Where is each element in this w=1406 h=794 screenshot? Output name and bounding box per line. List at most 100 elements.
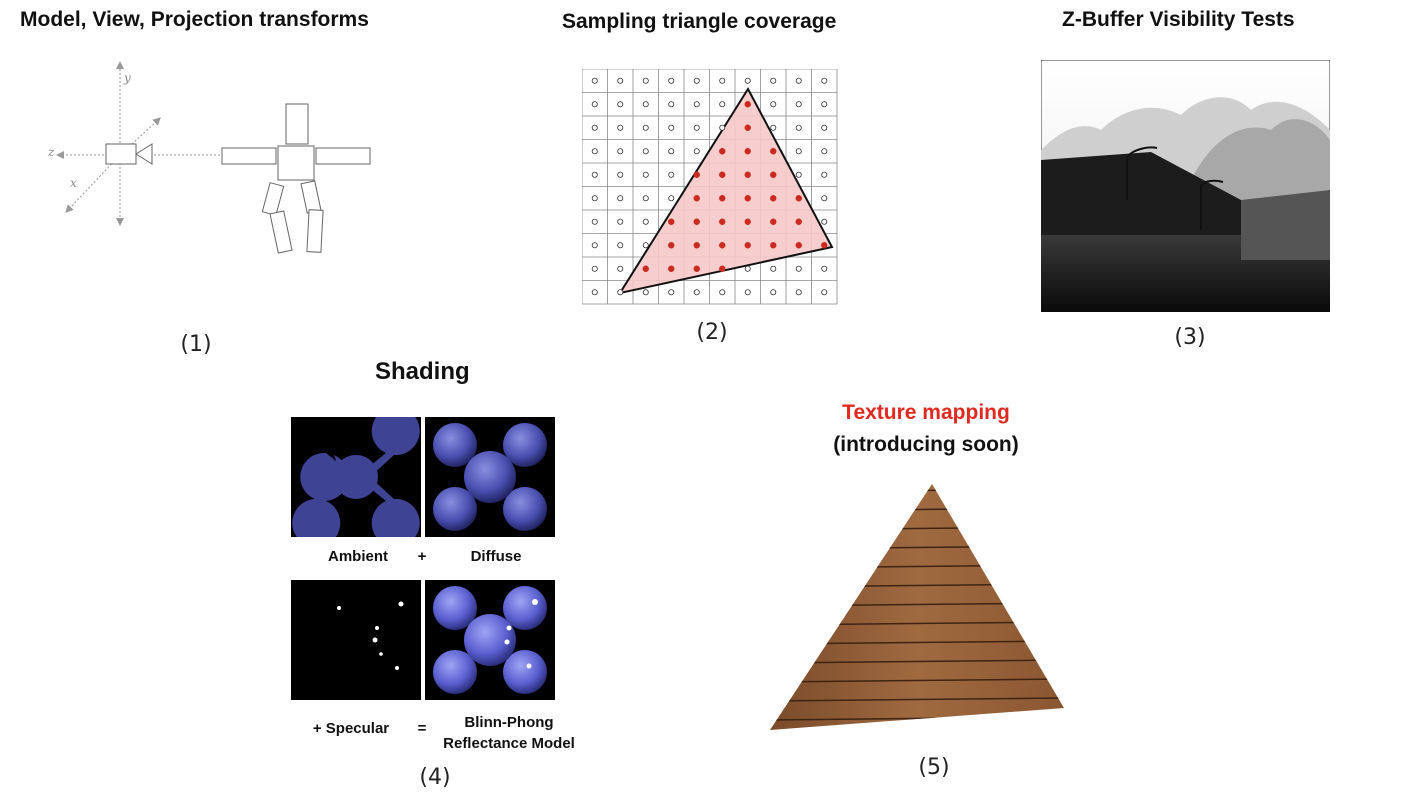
- sample-point: [591, 195, 598, 202]
- sample-point-covered: [770, 195, 777, 202]
- sample-point-covered: [795, 218, 802, 225]
- sample-point: [591, 101, 598, 108]
- blinn-phong-label-line1: Blinn-Phong: [464, 714, 554, 731]
- shading-title: Shading: [375, 358, 470, 385]
- sample-point: [821, 171, 828, 178]
- sample-point-covered: [744, 195, 751, 202]
- sample-point-covered: [693, 265, 700, 272]
- sample-point: [719, 124, 726, 131]
- sample-point: [591, 242, 598, 249]
- sample-point-covered: [770, 148, 777, 155]
- sample-point: [668, 195, 675, 202]
- sample-point: [617, 124, 624, 131]
- diffuse-render: [425, 417, 555, 537]
- sample-point: [693, 124, 700, 131]
- sample-point: [591, 77, 598, 84]
- sample-point: [693, 101, 700, 108]
- sample-point: [668, 77, 675, 84]
- diffuse-label: Diffuse: [470, 548, 522, 565]
- sample-point-covered: [693, 242, 700, 249]
- sample-point: [642, 242, 649, 249]
- sample-point-covered: [744, 218, 751, 225]
- sample-point: [642, 101, 649, 108]
- specular-render: [291, 580, 421, 700]
- sample-point: [591, 124, 598, 131]
- coverage-triangle: [617, 87, 834, 295]
- figure-icon: [221, 103, 371, 254]
- sample-point: [693, 289, 700, 296]
- sample-point: [821, 124, 828, 131]
- sample-point: [668, 289, 675, 296]
- sample-point: [795, 101, 802, 108]
- sample-point: [591, 218, 598, 225]
- sample-point: [591, 289, 598, 296]
- sample-point-covered: [719, 242, 726, 249]
- panel-number-5: (5): [918, 755, 950, 780]
- sample-point: [719, 101, 726, 108]
- sample-point-covered: [719, 195, 726, 202]
- sample-point: [693, 148, 700, 155]
- sample-point-covered: [719, 218, 726, 225]
- sample-point: [642, 289, 649, 296]
- panel-number-2: (2): [696, 320, 728, 345]
- sample-point: [617, 148, 624, 155]
- panel-number-3: (3): [1174, 325, 1206, 350]
- wood-plank-seam: [770, 488, 1064, 493]
- sample-point: [642, 195, 649, 202]
- sample-point-covered: [744, 124, 751, 131]
- sample-point: [617, 242, 624, 249]
- sample-point: [821, 77, 828, 84]
- sample-point: [795, 171, 802, 178]
- camera-icon: [105, 143, 153, 165]
- sample-point: [795, 124, 802, 131]
- ambient-label: Ambient: [328, 548, 388, 565]
- sample-point: [821, 101, 828, 108]
- panel-number-4: (4): [419, 765, 451, 790]
- sample-point: [693, 77, 700, 84]
- axis-label-y: y: [123, 71, 131, 85]
- sampling-grid: [582, 69, 838, 305]
- sample-point: [744, 77, 751, 84]
- sample-point: [668, 124, 675, 131]
- sample-point: [668, 101, 675, 108]
- sample-point: [719, 289, 726, 296]
- wood-plank-seam: [770, 697, 1064, 702]
- sample-point: [642, 124, 649, 131]
- sample-point: [770, 77, 777, 84]
- blinn-phong-label-line2: Reflectance Model: [443, 735, 575, 752]
- sample-point: [821, 289, 828, 296]
- sample-point-covered: [719, 265, 726, 272]
- sample-point: [668, 171, 675, 178]
- sample-point-covered: [821, 242, 828, 249]
- sample-point: [617, 171, 624, 178]
- sample-point-covered: [719, 171, 726, 178]
- sample-point-covered: [795, 195, 802, 202]
- sample-point: [591, 171, 598, 178]
- sample-point: [591, 148, 598, 155]
- sample-point-covered: [668, 242, 675, 249]
- sample-point-covered: [744, 171, 751, 178]
- equals-label: =: [417, 720, 427, 737]
- specular-label: + Specular: [312, 720, 390, 737]
- sample-point: [821, 148, 828, 155]
- sample-point: [744, 289, 751, 296]
- sample-point: [770, 289, 777, 296]
- sample-point-covered: [642, 265, 649, 272]
- sample-point: [617, 77, 624, 84]
- sample-point-covered: [693, 218, 700, 225]
- sample-point: [719, 77, 726, 84]
- transforms-title: Model, View, Projection transforms: [20, 8, 369, 31]
- sample-point: [795, 148, 802, 155]
- wood-plank-seam: [770, 678, 1064, 683]
- sample-point: [770, 124, 777, 131]
- sample-point: [591, 265, 598, 272]
- sample-point-covered: [693, 171, 700, 178]
- sample-point: [795, 289, 802, 296]
- sample-point-covered: [795, 242, 802, 249]
- sample-point: [821, 218, 828, 225]
- sample-point-covered: [770, 242, 777, 249]
- sample-point: [642, 171, 649, 178]
- sample-point: [744, 265, 751, 272]
- sample-point-covered: [770, 171, 777, 178]
- texture-subtitle: (introducing soon): [833, 433, 1019, 456]
